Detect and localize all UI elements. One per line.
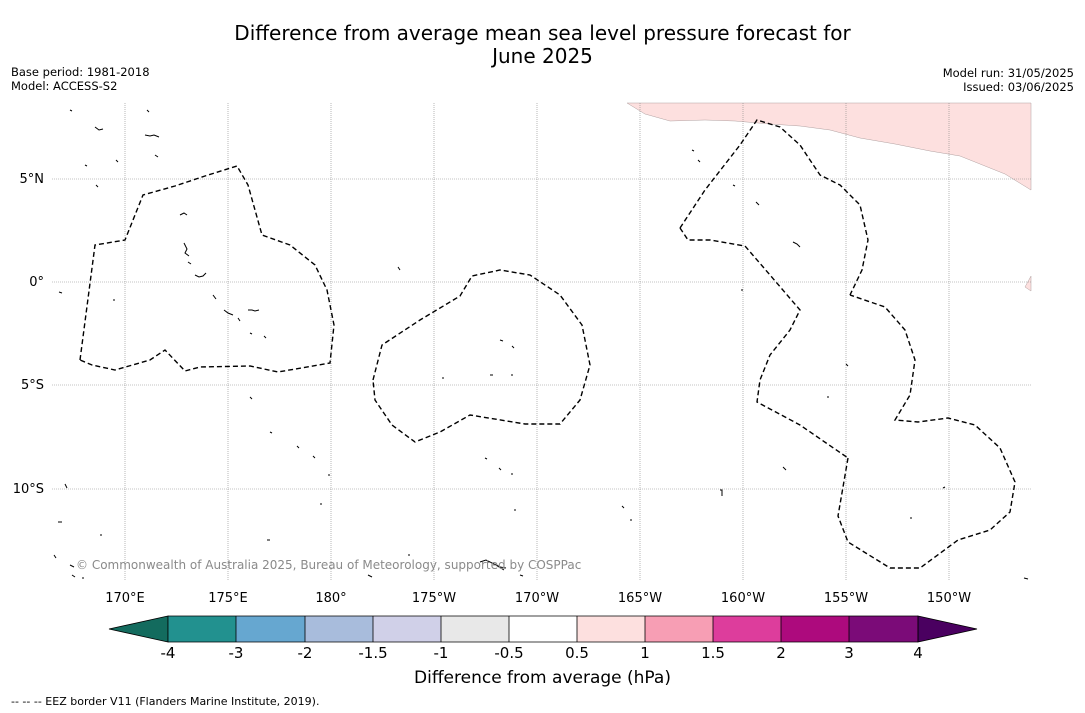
eez-west (79, 165, 335, 373)
anomaly-shade-region (626, 102, 1032, 191)
colorbar-tick: 1.5 (701, 644, 725, 662)
colorbar-cell (373, 616, 441, 642)
lat-label-5n: 5°N (20, 172, 45, 187)
eez-southeast (837, 294, 1016, 569)
copyright-notice: © Commonwealth of Australia 2025, Bureau… (76, 558, 582, 572)
colorbar-tick: -3 (229, 644, 244, 662)
colorbar-cell (713, 616, 781, 642)
lon-label-155w: 155°W (824, 591, 868, 606)
colorbar-cell (645, 616, 713, 642)
model-name: Model: ACCESS-S2 (11, 79, 118, 93)
colorbar-extend-high (917, 615, 978, 643)
lon-label-170w: 170°W (515, 591, 559, 606)
colorbar-tick: -2 (298, 644, 313, 662)
colorbar-cell (236, 616, 305, 642)
colorbar-label: Difference from average (hPa) (414, 668, 671, 688)
issued-date: Issued: 03/06/2025 (963, 80, 1074, 94)
colorbar-tick: -0.5 (494, 644, 523, 662)
eez-northeast (679, 119, 869, 296)
base-period: Base period: 1981-2018 (11, 65, 150, 79)
colorbar-cell (849, 616, 918, 642)
chart-title: Difference from average mean sea level p… (0, 22, 1085, 68)
colorbar-tick: 4 (913, 644, 923, 662)
islands (53, 109, 1029, 580)
title-line-2: June 2025 (492, 44, 593, 68)
colorbar-ticks: -4 -3 -2 -1.5 -1 -0.5 0.5 1 1.5 2 3 4 (161, 644, 923, 662)
colorbar-tick: -1.5 (358, 644, 387, 662)
lon-label-160w: 160°W (721, 591, 765, 606)
lat-label-10s: 10°S (13, 482, 44, 497)
longitude-axis: 170°E 175°E 180° 175°W 170°W 165°W 160°W… (105, 591, 971, 606)
lon-label-150w: 150°W (927, 591, 971, 606)
colorbar-cell (577, 616, 645, 642)
eez-central (372, 269, 591, 443)
lon-label-175w: 175°W (412, 591, 456, 606)
gridlines (52, 103, 1031, 580)
colorbar-tick: 1 (640, 644, 650, 662)
title-line-1: Difference from average mean sea level p… (234, 21, 851, 45)
colorbar-cell (168, 616, 236, 642)
eez-legend-note: -- -- -- EEZ border V11 (Flanders Marine… (11, 695, 320, 708)
run-info: Model run: 31/05/2025 Issued: 03/06/2025 (943, 66, 1074, 94)
colorbar-tick: -1 (434, 644, 449, 662)
lon-label-175e: 175°E (208, 591, 248, 606)
model-run: Model run: 31/05/2025 (942, 66, 1074, 80)
lon-label-180: 180° (315, 591, 346, 606)
colorbar: -4 -3 -2 -1.5 -1 -0.5 0.5 1 1.5 2 3 4 (108, 615, 978, 662)
model-info: Base period: 1981-2018 Model: ACCESS-S2 (11, 65, 150, 93)
colorbar-tick: 2 (776, 644, 786, 662)
colorbar-tick: 3 (844, 644, 854, 662)
colorbar-cell (441, 616, 509, 642)
lon-label-170e: 170°E (105, 591, 145, 606)
colorbar-cell (305, 616, 373, 642)
lon-label-165w: 165°W (618, 591, 662, 606)
colorbar-extend-low (108, 615, 169, 643)
lat-label-0: 0° (29, 275, 44, 290)
eez-borders (79, 119, 1016, 569)
eez-east-mid (679, 227, 849, 459)
anomaly-shade-edge (1024, 275, 1032, 292)
lat-label-5s: 5°S (21, 378, 44, 393)
colorbar-cell (781, 616, 849, 642)
latitude-axis: 5°N 0° 5°S 10°S (13, 172, 44, 497)
colorbar-cell (509, 616, 577, 642)
map-panel: 5°N 0° 5°S 10°S 170°E 175°E 180° 175°W 1… (13, 102, 1032, 606)
colorbar-tick: -4 (161, 644, 176, 662)
colorbar-tick: 0.5 (565, 644, 589, 662)
